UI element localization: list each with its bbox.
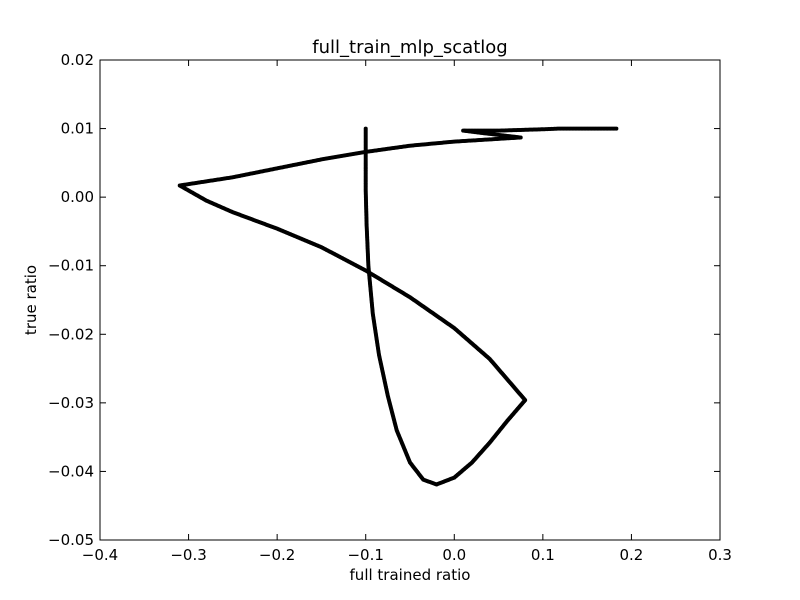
y-tick-label: −0.04 xyxy=(48,462,94,480)
x-axis-label: full trained ratio xyxy=(350,566,471,584)
scatter-point xyxy=(363,126,368,131)
y-tick-label: 0.00 xyxy=(61,188,94,206)
x-tick-label: −0.4 xyxy=(82,546,118,564)
y-tick-label: 0.01 xyxy=(61,120,94,138)
x-tick-label: 0.3 xyxy=(708,546,732,564)
x-tick-label: 0.1 xyxy=(531,546,555,564)
x-tick-label: 0.2 xyxy=(619,546,643,564)
y-tick-label: −0.02 xyxy=(48,325,94,343)
y-tick-label: −0.01 xyxy=(48,257,94,275)
plot-area xyxy=(99,59,721,541)
x-axis: −0.4 −0.3 −0.2 −0.1 0.0 0.1 0.2 0.3 xyxy=(82,60,732,564)
y-tick-label: 0.02 xyxy=(61,51,94,69)
data-series xyxy=(177,126,619,487)
y-axis-label: true ratio xyxy=(22,265,40,335)
y-axis: 0.02 0.01 0.00 −0.01 −0.02 −0.03 −0.04 −0.05 xyxy=(48,51,720,549)
x-tick-label: −0.2 xyxy=(259,546,295,564)
chart-title: full_train_mlp_scatlog xyxy=(312,37,507,58)
x-tick-label: −0.3 xyxy=(170,546,206,564)
x-tick-label: 0.0 xyxy=(442,546,466,564)
y-tick-label: −0.03 xyxy=(48,394,94,412)
y-tick-label: −0.05 xyxy=(48,531,94,549)
x-tick-label: −0.1 xyxy=(347,546,383,564)
